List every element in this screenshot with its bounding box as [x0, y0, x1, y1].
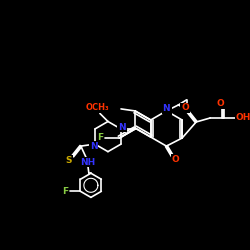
- Text: OH: OH: [236, 114, 250, 122]
- Text: NH: NH: [80, 158, 96, 167]
- Text: O: O: [181, 104, 189, 112]
- Text: O: O: [216, 100, 224, 108]
- Text: F: F: [97, 132, 103, 141]
- Text: O: O: [172, 155, 179, 164]
- Text: N: N: [118, 122, 126, 132]
- Text: F: F: [62, 187, 68, 196]
- Text: N: N: [90, 142, 98, 150]
- Text: S: S: [66, 156, 72, 165]
- Text: OCH₃: OCH₃: [85, 104, 109, 112]
- Text: N: N: [164, 106, 171, 116]
- Text: N: N: [162, 104, 170, 114]
